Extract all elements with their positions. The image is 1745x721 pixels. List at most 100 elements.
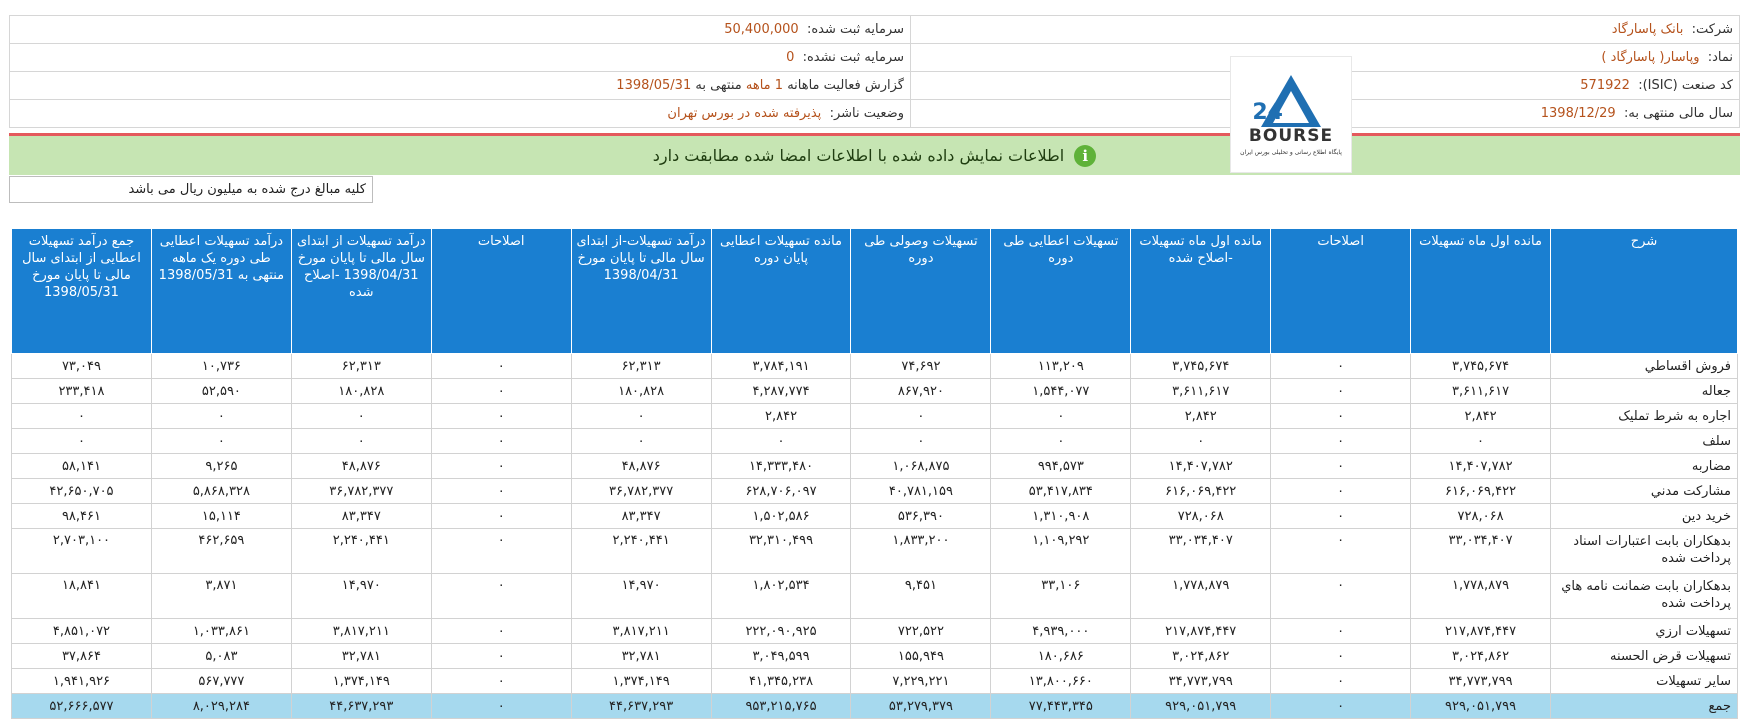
col-header: جمع درآمد تسهیلات اعطایی از ابتدای سال م… xyxy=(11,228,152,354)
col-header: درآمد تسهیلات-از ابتدای سال مالی تا پایا… xyxy=(570,228,712,354)
table-cell: ۴۴,۶۳۷,۲۹۳ xyxy=(290,693,432,719)
col-header: اصلاحات xyxy=(1270,228,1412,354)
table-cell: ۰ xyxy=(430,503,572,529)
table-cell: ۰ xyxy=(1130,428,1272,454)
table-cell: ۱۵,۱۱۴ xyxy=(150,503,292,529)
table-cell: ۸,۰۲۹,۲۸۴ xyxy=(150,693,292,719)
table-cell: ۷۷,۴۴۳,۳۴۵ xyxy=(990,693,1132,719)
table-cell: ۵۳,۲۷۹,۳۷۹ xyxy=(850,693,992,719)
table-cell: ۱,۰۳۳,۸۶۱ xyxy=(150,618,292,644)
table-row: بدهكاران بابت اعتبارات اسناد پرداخت شده ۳… xyxy=(11,528,1738,574)
table-cell: ۲۱۷,۸۷۴,۴۴۷ xyxy=(1130,618,1272,644)
company-cell: شرکت: بانک پاسارگاد xyxy=(910,15,1740,44)
table-row: تسهيلات قرض الحسنه ۳,۰۲۴,۸۶۲ ۰ ۳,۰۲۴,۸۶۲ ۱۸۰… xyxy=(11,643,1738,669)
table-cell: ۰ xyxy=(1270,478,1412,504)
table-cell: ۱۸۰,۶۸۶ xyxy=(990,643,1132,669)
table-cell: ۱,۸۰۲,۵۳۴ xyxy=(710,573,852,619)
table-cell: ۶۱۶,۰۶۹,۴۲۲ xyxy=(1410,478,1551,504)
table-row: جعاله ۳,۶۱۱,۶۱۷ ۰ ۳,۶۱۱,۶۱۷ ۱,۵۴۴,۰۷۷ ۸۶۷,۹۲۰… xyxy=(11,378,1738,404)
table-cell: ۶۲۸,۷۰۶,۰۹۷ xyxy=(710,478,852,504)
capital-value: 50,400,000 xyxy=(724,22,799,37)
table-cell: ۵۳۶,۳۹۰ xyxy=(850,503,992,529)
table-cell: ۴۴,۶۳۷,۲۹۳ xyxy=(570,693,712,719)
table-cell: ۳,۶۱۱,۶۱۷ xyxy=(1130,378,1272,404)
table-row: مضاربه ۱۴,۴۰۷,۷۸۲ ۰ ۱۴,۴۰۷,۷۸۲ ۹۹۴,۵۷۳ ۱,۰۶۸,… xyxy=(11,453,1738,479)
table-cell: ۷۲۸,۰۶۸ xyxy=(1130,503,1272,529)
table-cell: ۱,۵۰۲,۵۸۶ xyxy=(710,503,852,529)
table-cell: ۲,۸۴۲ xyxy=(1130,403,1272,429)
row-description: فروش اقساطي xyxy=(1550,353,1738,379)
table-cell: ۳۳,۱۰۶ xyxy=(990,573,1132,619)
table-row: اجاره به شرط تمليک ۲,۸۴۲ ۰ ۲,۸۴۲ ۰ ۰ ۲,۸۴۲ ۰ ۰ ۰ ۰… xyxy=(11,403,1738,429)
table-cell: ۱۴,۴۰۷,۷۸۲ xyxy=(1410,453,1551,479)
table-cell: ۰ xyxy=(430,378,572,404)
table-cell: ۲۱۷,۸۷۴,۴۴۷ xyxy=(1410,618,1551,644)
col-header: تسهیلات وصولی طی دوره xyxy=(850,228,992,354)
table-cell: ۶۱۶,۰۶۹,۴۲۲ xyxy=(1130,478,1272,504)
row-description: جعاله xyxy=(1550,378,1738,404)
table-cell: ۰ xyxy=(990,428,1132,454)
table-row: مشاركت مدني ۶۱۶,۰۶۹,۴۲۲ ۰ ۶۱۶,۰۶۹,۴۲۲ ۵۳,۴۱۷… xyxy=(11,478,1738,504)
table-cell: ۶۲,۳۱۳ xyxy=(290,353,432,379)
row-description: سلف xyxy=(1550,428,1738,454)
table-cell: ۴۲,۶۵۰,۷۰۵ xyxy=(11,478,152,504)
table-cell: ۷۴,۶۹۲ xyxy=(850,353,992,379)
table-cell: ۹۲۹,۰۵۱,۷۹۹ xyxy=(1410,693,1551,719)
isic-label: کد صنعت (ISIC): xyxy=(1638,78,1733,93)
table-cell: ۱,۳۱۰,۹۰۸ xyxy=(990,503,1132,529)
symbol-value[interactable]: وپاسار( پاسارگاد ) xyxy=(1601,50,1700,65)
col-header: درآمد تسهیلات اعطایی طی دوره یک ماهه منت… xyxy=(150,228,292,354)
unreg-capital-cell: سرمایه ثبت نشده: 0 xyxy=(9,43,911,72)
table-cell: ۰ xyxy=(11,403,152,429)
table-cell: ۹۲۹,۰۵۱,۷۹۹ xyxy=(1130,693,1272,719)
row-description: بدهكاران بابت اعتبارات اسناد پرداخت شده xyxy=(1550,528,1738,574)
status-value: پذیرفته شده در بورس تهران xyxy=(667,106,822,121)
table-row: تسهيلات ارزي ۲۱۷,۸۷۴,۴۴۷ ۰ ۲۱۷,۸۷۴,۴۴۷ ۴,۹۳۹… xyxy=(11,618,1738,644)
table-cell: ۲۳۳,۴۱۸ xyxy=(11,378,152,404)
unreg-capital-label: سرمایه ثبت نشده: xyxy=(802,50,904,65)
col-header: مانده اول ماه تسهیلات -اصلاح شده xyxy=(1130,228,1272,354)
table-cell: ۱,۳۷۴,۱۴۹ xyxy=(290,668,432,694)
table-cell: ۰ xyxy=(430,353,572,379)
table-cell: ۲,۸۴۲ xyxy=(1410,403,1551,429)
table-cell: ۵۳,۴۱۷,۸۳۴ xyxy=(990,478,1132,504)
table-cell: ۵۶۷,۷۷۷ xyxy=(150,668,292,694)
table-cell: ۳۶,۷۸۲,۳۷۷ xyxy=(290,478,432,504)
table-cell: ۳,۶۱۱,۶۱۷ xyxy=(1410,378,1551,404)
table-cell: ۰ xyxy=(11,428,152,454)
table-cell: ۱۴,۹۷۰ xyxy=(290,573,432,619)
row-description: اجاره به شرط تمليک xyxy=(1550,403,1738,429)
company-value: بانک پاسارگاد xyxy=(1611,22,1684,37)
company-info-table: شرکت: بانک پاسارگاد سرمایه ثبت شده: 50,4… xyxy=(9,15,1740,128)
logo-graphic: 24 BOURSE پایگاه اطلاع رسانی و تحلیلی بو… xyxy=(1240,75,1342,156)
table-cell: ۴۰,۷۸۱,۱۵۹ xyxy=(850,478,992,504)
table-cell: ۲,۷۰۳,۱۰۰ xyxy=(11,528,152,574)
table-cell: ۳,۸۱۷,۲۱۱ xyxy=(290,618,432,644)
table-cell: ۵,۸۶۸,۳۲۸ xyxy=(150,478,292,504)
table-cell: ۴۱,۳۴۵,۲۳۸ xyxy=(710,668,852,694)
table-cell: ۳,۷۴۵,۶۷۴ xyxy=(1130,353,1272,379)
table-cell: ۰ xyxy=(570,403,712,429)
table-cell: ۰ xyxy=(1270,618,1412,644)
company-label: شرکت: xyxy=(1691,22,1733,37)
table-cell: ۰ xyxy=(850,428,992,454)
table-cell: ۱,۰۶۸,۸۷۵ xyxy=(850,453,992,479)
table-cell: ۰ xyxy=(430,643,572,669)
table-cell: ۱۳,۸۰۰,۶۶۰ xyxy=(990,668,1132,694)
table-cell: ۰ xyxy=(290,403,432,429)
report-label-prefix: گزارش فعالیت ماهانه xyxy=(787,78,904,93)
svg-text:24: 24 xyxy=(1252,100,1283,125)
table-cell: ۲,۲۴۰,۴۴۱ xyxy=(290,528,432,574)
report-label-mid: منتهی به xyxy=(695,78,742,93)
table-cell: ۰ xyxy=(1270,428,1412,454)
table-cell: ۷,۲۲۹,۲۲۱ xyxy=(850,668,992,694)
table-cell: ۱۰,۷۳۶ xyxy=(150,353,292,379)
table-cell: ۲,۲۴۰,۴۴۱ xyxy=(570,528,712,574)
table-cell: ۱۸۰,۸۲۸ xyxy=(570,378,712,404)
table-cell: ۸۳,۳۴۷ xyxy=(290,503,432,529)
table-cell: ۹,۴۵۱ xyxy=(850,573,992,619)
table-cell: ۱,۷۷۸,۸۷۹ xyxy=(1410,573,1551,619)
table-cell: ۳۲,۷۸۱ xyxy=(290,643,432,669)
status-label: وضعیت ناشر: xyxy=(829,106,904,121)
table-cell: ۰ xyxy=(1270,353,1412,379)
